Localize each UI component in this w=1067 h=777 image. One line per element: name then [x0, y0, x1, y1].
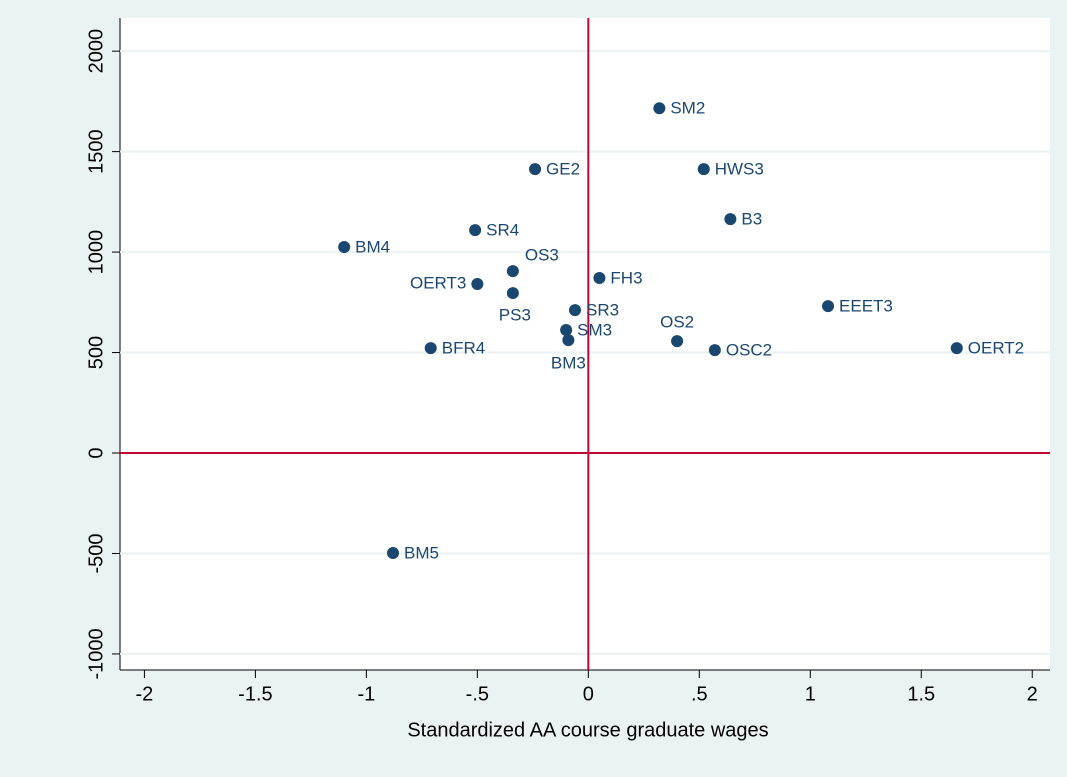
y-tick-label: 2000	[85, 29, 107, 74]
x-axis-title: Standardized AA course graduate wages	[407, 719, 768, 741]
point-label: BM5	[404, 544, 439, 563]
point	[569, 304, 582, 317]
x-tick-label: -2	[136, 683, 154, 705]
x-tick-label: -.5	[466, 683, 489, 705]
point	[671, 335, 684, 348]
point	[560, 324, 573, 337]
point-label: PS3	[499, 306, 531, 325]
x-tick-label: -1.5	[238, 683, 272, 705]
point-label: SM3	[577, 321, 612, 340]
point-label: OERT3	[410, 274, 466, 293]
x-tick-label: 0	[583, 683, 594, 705]
point	[506, 265, 519, 278]
point	[562, 334, 575, 347]
point-label: SR3	[586, 301, 619, 320]
point-label: BM4	[355, 238, 390, 257]
point-label: OS2	[660, 313, 694, 332]
y-tick-label: 1500	[85, 129, 107, 174]
y-tick-label: -1000	[85, 628, 107, 679]
point-label: OERT2	[968, 339, 1024, 358]
point-label: BM3	[551, 354, 586, 373]
point	[506, 287, 519, 300]
y-tick-label: 1000	[85, 230, 107, 274]
point-label: SM2	[670, 99, 705, 118]
plot-area	[120, 18, 1050, 670]
point-label: BFR4	[442, 339, 485, 358]
point-label: B3	[741, 210, 762, 229]
x-tick-label: .5	[691, 683, 708, 705]
point	[471, 278, 484, 291]
point	[469, 224, 482, 237]
point	[724, 213, 737, 226]
point	[653, 102, 666, 115]
x-tick-label: -1	[357, 683, 375, 705]
point-label: SR4	[486, 221, 519, 240]
point	[338, 241, 351, 254]
y-tick-label: -500	[85, 533, 107, 573]
point-label: OS3	[525, 246, 559, 265]
point-label: FH3	[610, 268, 642, 287]
point	[387, 547, 400, 560]
x-tick-label: 1.5	[907, 683, 935, 705]
y-tick-label: 0	[85, 447, 107, 458]
point	[950, 342, 963, 355]
point	[424, 342, 437, 355]
point-label: EEET3	[839, 297, 893, 316]
point	[593, 271, 606, 284]
y-tick-label: 500	[85, 336, 107, 369]
point	[822, 300, 835, 313]
point	[529, 163, 542, 176]
point	[708, 344, 721, 357]
x-tick-label: 1	[805, 683, 816, 705]
point	[697, 163, 710, 176]
point-label: GE2	[546, 160, 580, 179]
point-label: HWS3	[715, 160, 764, 179]
x-tick-label: 2	[1027, 683, 1038, 705]
point-label: OSC2	[726, 341, 772, 360]
